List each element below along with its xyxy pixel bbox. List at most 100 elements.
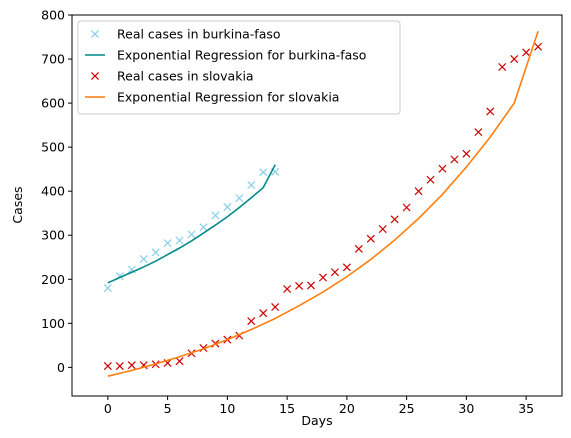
marker-stroke	[307, 281, 316, 290]
data-point	[366, 234, 375, 243]
data-point	[103, 362, 112, 371]
marker-stroke	[378, 225, 387, 234]
y-tick-label: 400	[41, 184, 65, 199]
marker-stroke	[175, 357, 184, 366]
data-point	[295, 281, 304, 290]
y-tick-label: 100	[41, 316, 65, 331]
marker-stroke	[247, 180, 256, 190]
data-point	[354, 244, 363, 253]
legend-label: Exponential Regression for slovakia	[117, 90, 339, 105]
legend-marker	[90, 29, 100, 39]
data-point	[438, 164, 447, 173]
x-tick-label: 5	[164, 401, 172, 416]
y-tick-label: 600	[41, 96, 65, 111]
marker-stroke	[510, 55, 519, 64]
data-point	[534, 42, 543, 51]
series-3	[107, 31, 539, 377]
data-point	[378, 225, 387, 234]
legend-frame	[77, 20, 401, 115]
data-point	[151, 248, 160, 257]
x-tick-label: 10	[219, 401, 235, 416]
series-line	[107, 31, 539, 377]
data-point	[199, 223, 208, 232]
marker-stroke	[438, 164, 447, 173]
legend-entry: Real cases in slovakia	[90, 69, 254, 84]
marker-stroke	[522, 48, 531, 57]
marker-stroke	[342, 263, 351, 272]
marker-stroke	[235, 194, 244, 203]
y-tick-label: 700	[41, 52, 65, 67]
data-point	[283, 284, 292, 293]
marker-stroke	[211, 211, 220, 220]
y-tick-label: 500	[41, 140, 65, 155]
x-tick-label: 0	[104, 401, 112, 416]
marker-stroke	[414, 187, 423, 196]
legend-label: Real cases in slovakia	[117, 69, 254, 84]
marker-stroke	[103, 284, 112, 293]
data-point	[342, 263, 351, 272]
marker-stroke	[330, 268, 339, 277]
data-point	[510, 55, 519, 64]
marker-stroke	[462, 149, 471, 158]
marker-stroke	[534, 42, 543, 51]
data-point	[235, 194, 244, 203]
x-tick-label: 35	[518, 401, 534, 416]
marker-stroke	[199, 223, 208, 232]
marker-stroke	[271, 303, 280, 312]
data-point	[223, 203, 232, 212]
marker-stroke	[486, 107, 495, 116]
marker-stroke	[90, 29, 100, 39]
data-point	[127, 361, 136, 370]
data-point	[330, 268, 339, 277]
marker-stroke	[247, 317, 256, 326]
data-point	[486, 107, 495, 116]
marker-stroke	[474, 128, 483, 137]
data-point	[175, 236, 184, 245]
data-point	[522, 48, 531, 57]
data-point	[426, 175, 435, 184]
data-point	[450, 155, 459, 164]
x-tick-label: 30	[458, 401, 474, 416]
y-tick-label: 800	[41, 8, 65, 23]
marker-stroke	[450, 155, 459, 164]
data-point	[175, 357, 184, 366]
marker-stroke	[402, 203, 411, 212]
marker-stroke	[139, 254, 148, 264]
marker-stroke	[163, 358, 172, 367]
x-tick-label: 15	[279, 401, 295, 416]
data-point	[402, 203, 411, 212]
marker-stroke	[103, 362, 112, 371]
marker-stroke	[259, 168, 268, 177]
marker-stroke	[90, 71, 100, 81]
data-point	[187, 230, 196, 239]
marker-stroke	[283, 284, 292, 293]
data-point	[247, 317, 256, 326]
marker-stroke	[259, 309, 268, 318]
x-tick-label: 20	[339, 401, 355, 416]
marker-stroke	[426, 175, 435, 184]
x-axis-label: Days	[301, 413, 332, 428]
data-point	[271, 303, 280, 312]
series-1	[107, 164, 276, 284]
data-point	[474, 128, 483, 137]
y-axis-label: Cases	[10, 186, 25, 223]
data-point	[259, 168, 268, 177]
data-point	[103, 284, 112, 293]
marker-stroke	[354, 244, 363, 253]
series-2	[103, 42, 543, 371]
data-point	[390, 215, 399, 224]
data-point	[307, 281, 316, 290]
data-point	[211, 211, 220, 220]
data-point	[259, 309, 268, 318]
y-tick-label: 0	[57, 360, 65, 375]
legend-entry: Exponential Regression for burkina-faso	[85, 48, 366, 63]
marker-stroke	[163, 239, 172, 248]
marker-stroke	[115, 362, 124, 371]
data-point	[414, 187, 423, 196]
marker-stroke	[187, 230, 196, 239]
legend-label: Real cases in burkina-faso	[117, 27, 281, 42]
marker-stroke	[223, 203, 232, 212]
data-point	[318, 273, 327, 282]
marker-stroke	[271, 167, 280, 176]
